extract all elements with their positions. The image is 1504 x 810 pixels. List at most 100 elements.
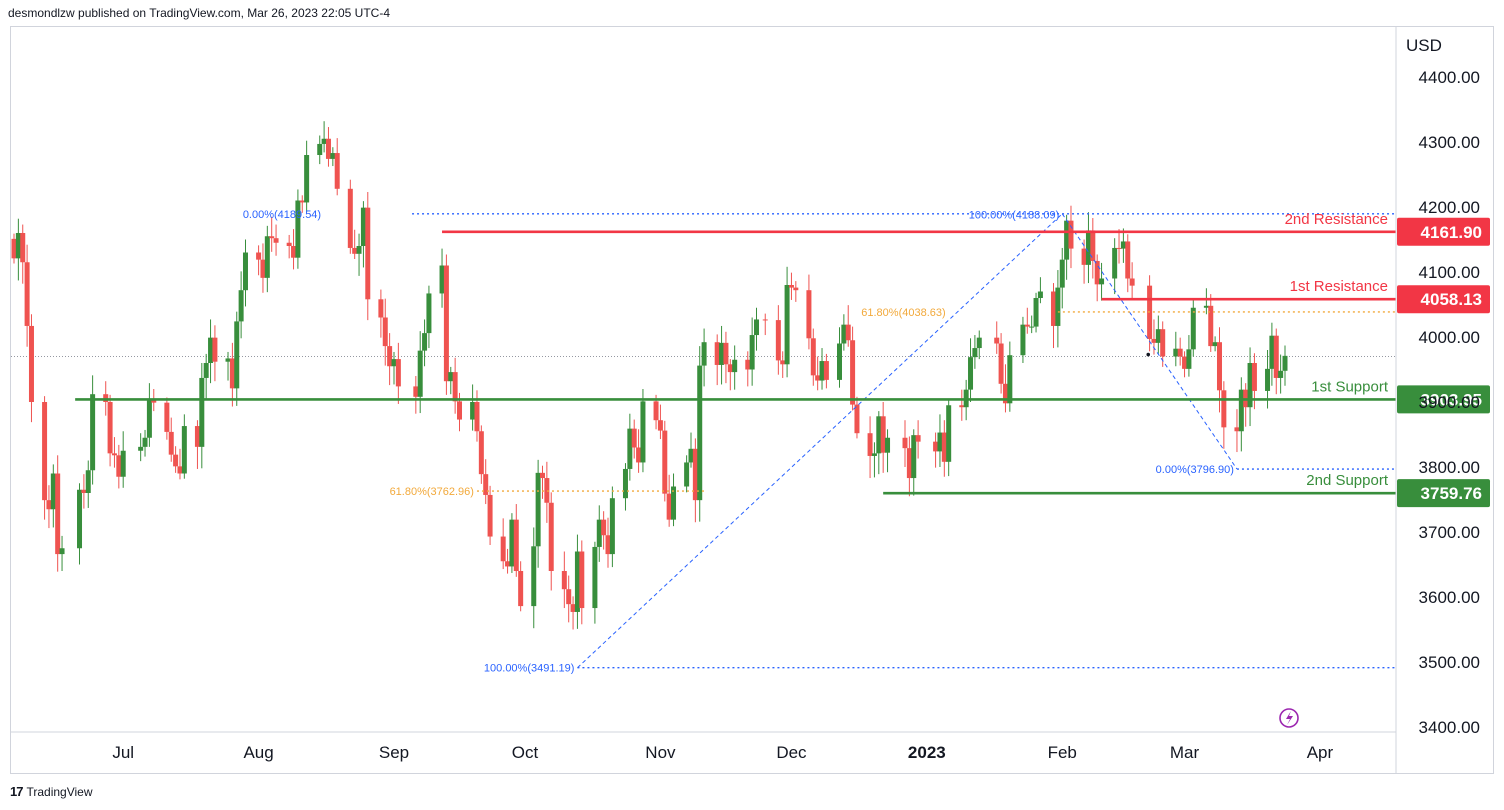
candle-body — [382, 317, 388, 347]
candle — [627, 413, 633, 481]
candle — [321, 121, 327, 153]
candle — [810, 328, 816, 386]
candle — [1085, 212, 1091, 284]
candle-body — [548, 502, 554, 571]
candle-body — [325, 138, 331, 159]
candle — [622, 463, 628, 511]
candle-body — [242, 252, 248, 291]
candle — [1081, 239, 1087, 284]
candle — [225, 351, 231, 381]
candle — [173, 446, 179, 473]
candle — [378, 289, 384, 338]
candle — [518, 561, 524, 612]
x-tick-label: Feb — [1048, 743, 1077, 762]
candle — [295, 189, 301, 269]
candle — [806, 274, 812, 350]
candle-body — [273, 238, 279, 243]
x-tick-label: Apr — [1307, 743, 1334, 762]
candle — [1247, 347, 1253, 427]
candlestick-chart[interactable]: 0.00%(4189.54) 100.00%(4188.09) 61.80%(403… — [0, 0, 1504, 780]
candle — [1099, 262, 1105, 301]
candle-body — [378, 299, 384, 318]
candle-body — [810, 338, 816, 376]
candle — [666, 474, 672, 527]
fibonacci-drawings: 0.00%(4189.54) 100.00%(4188.09) 61.80%(403… — [243, 209, 1396, 675]
candle-body — [77, 489, 83, 549]
candle — [745, 351, 751, 387]
tradingview-brand: TradingView — [26, 784, 93, 799]
level-name-label: 1st Support — [1311, 378, 1389, 395]
candle — [194, 420, 200, 469]
candle-body — [470, 402, 476, 420]
candle-body — [1007, 355, 1013, 404]
candle-body — [20, 233, 26, 263]
candle-body — [1055, 287, 1061, 326]
candle-body — [24, 262, 30, 326]
candle-body — [911, 435, 917, 479]
candle — [1064, 214, 1070, 280]
candle-body — [107, 402, 113, 454]
candle — [609, 486, 615, 568]
candle-body — [946, 405, 952, 462]
candle — [579, 540, 585, 625]
replay-icon[interactable] — [1279, 708, 1299, 728]
candle-body — [457, 401, 463, 420]
candle — [42, 396, 48, 520]
candle — [1282, 345, 1288, 386]
candle — [688, 432, 694, 468]
candle-body — [286, 242, 292, 246]
candle-body — [684, 462, 690, 487]
candle-body — [448, 372, 454, 382]
candle — [601, 511, 607, 550]
candle — [994, 321, 1000, 354]
candle-body — [762, 319, 768, 321]
candle-body — [539, 472, 545, 479]
candle-body — [395, 359, 401, 387]
level-price-value: 4161.90 — [1421, 223, 1482, 242]
candle — [959, 389, 965, 421]
candle — [352, 229, 358, 259]
candle — [544, 461, 550, 523]
candle — [1186, 335, 1192, 377]
candle — [592, 541, 598, 624]
candle — [334, 138, 340, 196]
candle — [867, 416, 873, 479]
candle — [203, 353, 209, 399]
candle-body — [605, 535, 611, 555]
candle-body — [1265, 368, 1271, 391]
candle — [574, 534, 580, 629]
candle-body — [212, 337, 218, 362]
candle-body — [1129, 278, 1135, 286]
candle-body — [28, 325, 34, 402]
candle — [199, 363, 205, 469]
candle — [775, 305, 781, 375]
candle-body — [819, 361, 825, 381]
candle — [260, 243, 266, 293]
candle-body — [194, 426, 200, 447]
candle — [561, 551, 567, 609]
x-tick-label: Aug — [243, 743, 273, 762]
candle — [823, 353, 829, 389]
candle-body — [867, 433, 873, 456]
candle-body — [1002, 383, 1008, 404]
candle-body — [745, 359, 751, 370]
candle — [46, 485, 52, 529]
candle-body — [609, 498, 615, 555]
candle-body — [1064, 220, 1070, 260]
candle-body — [902, 437, 908, 449]
fib-label: 61.80%(3762.96) — [390, 486, 474, 498]
candle-body — [478, 431, 484, 475]
candle-body — [173, 454, 179, 467]
candle — [841, 314, 847, 351]
candle-body — [291, 246, 297, 258]
candle-body — [671, 486, 677, 520]
candle-body — [203, 363, 209, 378]
candle — [264, 225, 270, 293]
candle-body — [229, 358, 235, 389]
candle — [871, 442, 877, 478]
candle — [1234, 409, 1240, 453]
candle-body — [509, 519, 515, 567]
candle-body — [622, 468, 628, 499]
candle-body — [1068, 220, 1074, 249]
candle — [885, 429, 891, 473]
